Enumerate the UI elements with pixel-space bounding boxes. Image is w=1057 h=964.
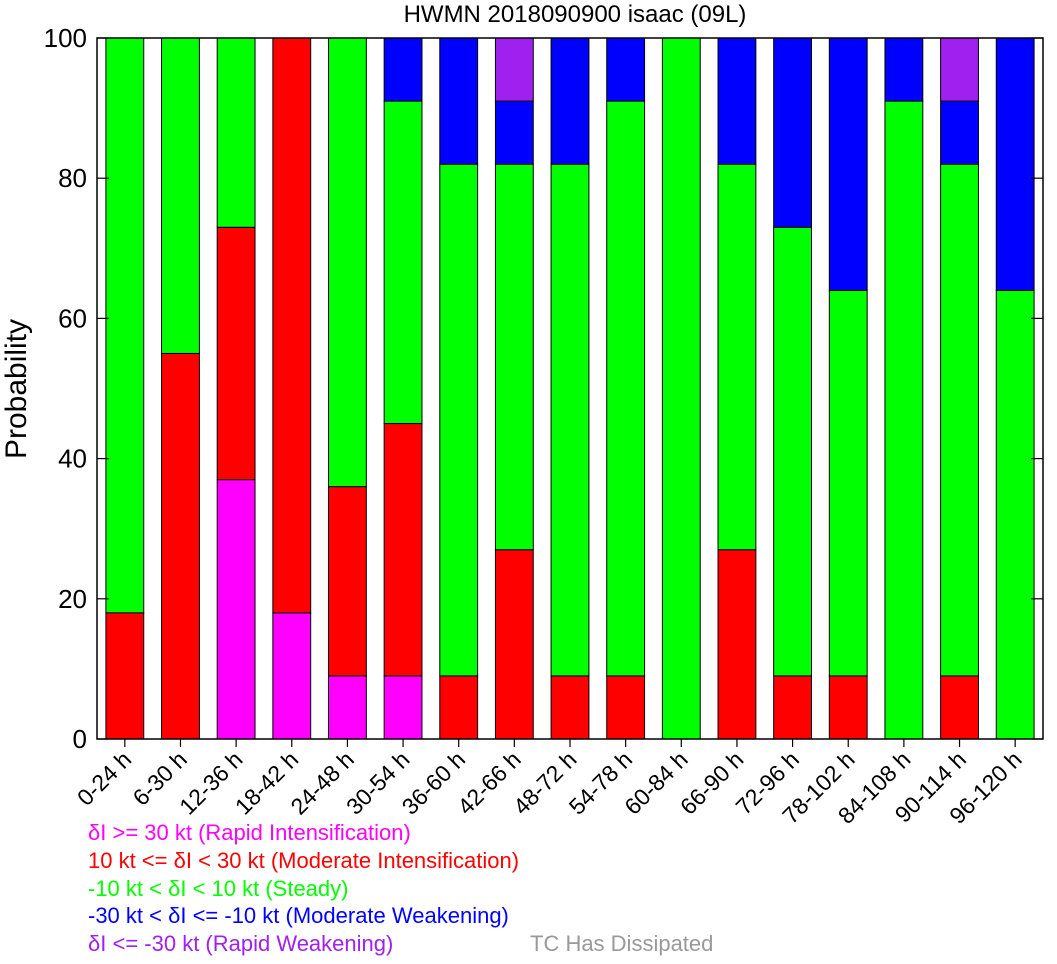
bar-segment-16-5 xyxy=(940,37,979,102)
bar-segment-13-2 xyxy=(773,675,813,740)
y-tick-label-2: 20 xyxy=(58,584,87,614)
bar-segment-4-2 xyxy=(272,37,312,614)
bar-segment-8-5 xyxy=(494,37,534,102)
bar-segment-4-1 xyxy=(272,612,312,740)
y-tick-label-4: 60 xyxy=(58,303,87,333)
chart-title: HWMN 2018090900 isaac (09L) xyxy=(404,1,747,28)
bar-segment-14-2 xyxy=(828,675,868,740)
bar-segment-5-1 xyxy=(327,675,367,740)
bar-segment-6-2 xyxy=(383,423,423,677)
legend-tc-dissipated: TC Has Dissipated xyxy=(530,931,714,956)
bar-segment-17-3 xyxy=(995,289,1035,740)
bar-segment-12-2 xyxy=(717,549,757,740)
x-tick-label-1: 0-24 h xyxy=(72,746,137,811)
bar-segment-6-1 xyxy=(383,675,423,740)
bar-segment-15-4 xyxy=(884,37,924,102)
bar-segment-15-3 xyxy=(884,100,924,740)
bar-segment-7-4 xyxy=(439,37,479,165)
bar-segment-13-4 xyxy=(773,37,813,228)
bar-segment-1-2 xyxy=(105,612,145,740)
legend-rapid-weakening: δI <= -30 kt (Rapid Weakening) xyxy=(88,931,394,956)
bar-segment-8-4 xyxy=(494,100,534,165)
bar-segment-5-2 xyxy=(327,486,367,677)
legend-rapid-intensification: δI >= 30 kt (Rapid Intensification) xyxy=(88,820,411,845)
bar-segment-12-4 xyxy=(717,37,757,165)
bar-segment-14-4 xyxy=(828,37,868,291)
bar-segment-11-3 xyxy=(661,37,701,740)
bar-segment-6-3 xyxy=(383,100,423,425)
bar-segment-10-3 xyxy=(606,100,646,677)
bar-segment-12-3 xyxy=(717,163,757,551)
y-tick-label-5: 80 xyxy=(58,163,87,193)
bar-segment-10-4 xyxy=(606,37,646,102)
bar-segment-17-4 xyxy=(995,37,1035,291)
bar-segment-1-3 xyxy=(105,37,145,614)
bar-segment-7-3 xyxy=(439,163,479,677)
bar-segment-13-3 xyxy=(773,226,813,677)
y-axis-label: Probability xyxy=(0,319,33,459)
bar-segment-6-4 xyxy=(383,37,423,102)
legend-moderate-weakening: -30 kt < δI <= -10 kt (Moderate Weakenin… xyxy=(88,903,509,928)
bar-segment-3-1 xyxy=(216,479,256,740)
bar-segment-8-3 xyxy=(494,163,534,551)
legend-moderate-intensification: 10 kt <= δI < 30 kt (Moderate Intensific… xyxy=(88,848,520,873)
bar-segment-16-2 xyxy=(940,675,979,740)
bar-segment-9-3 xyxy=(550,163,590,677)
bar-segment-3-2 xyxy=(216,226,256,481)
legend-steady: -10 kt < δI < 10 kt (Steady) xyxy=(88,876,349,901)
bar-segment-14-3 xyxy=(828,289,868,677)
bar-segment-2-3 xyxy=(161,37,200,354)
y-tick-label-1: 0 xyxy=(73,724,87,754)
y-tick-label-3: 40 xyxy=(58,444,87,474)
y-tick-label-6: 100 xyxy=(44,23,87,53)
bar-segment-16-3 xyxy=(940,163,979,677)
bar-segment-9-4 xyxy=(550,37,590,165)
bar-segment-8-2 xyxy=(494,549,534,740)
bar-segment-10-2 xyxy=(606,675,646,740)
bar-segment-5-3 xyxy=(327,37,367,488)
bar-segment-9-2 xyxy=(550,675,590,740)
x-tick-labels: 0-24 h6-30 h12-36 h18-42 h24-48 h30-54 h… xyxy=(72,739,1027,829)
bar-segment-7-2 xyxy=(439,675,479,740)
ticks-group: 0 20 40 60 80 100 xyxy=(44,23,1043,754)
bars-group xyxy=(105,37,1035,740)
bar-segment-2-2 xyxy=(161,352,200,740)
bar-segment-3-3 xyxy=(216,37,256,228)
bar-segment-16-4 xyxy=(940,100,979,165)
